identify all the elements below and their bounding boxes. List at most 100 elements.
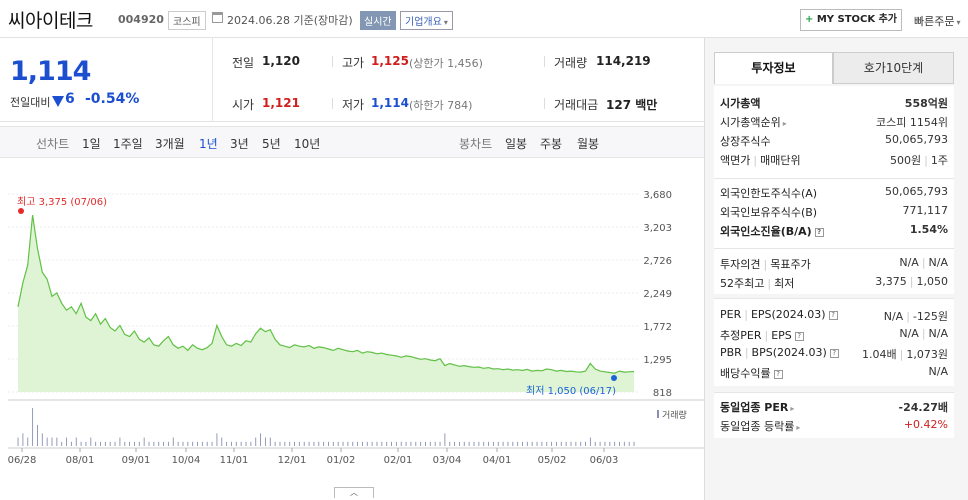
volume-bar: [458, 441, 460, 446]
w52-high-value: 3,375: [875, 275, 907, 288]
volume-bar: [51, 437, 53, 446]
tab-10y[interactable]: 10년: [294, 137, 321, 151]
prev-close-label: 전일: [232, 56, 255, 70]
dividend-label: 배당수익률: [720, 367, 771, 380]
change-label: 전일대비: [10, 96, 51, 109]
stock-name: 씨아이테크: [8, 10, 93, 32]
x-tick-label: 06/28: [8, 455, 37, 466]
x-tick-label: 04/01: [483, 455, 512, 466]
volume-bar: [289, 441, 291, 446]
help-icon[interactable]: ?: [828, 310, 838, 320]
chevron-right-icon: ▸: [782, 119, 787, 128]
tab-monthly[interactable]: 월봉: [577, 137, 600, 151]
industry-chg-row: 동일업종 등락률 ▸ +0.42%: [720, 418, 948, 436]
volume-bar: [192, 441, 194, 446]
volume-bar: [449, 441, 451, 446]
help-icon[interactable]: ?: [829, 348, 839, 358]
volume-bar: [75, 437, 77, 446]
volume-bar: [512, 441, 514, 446]
add-mystock-label: MY STOCK 추가: [816, 14, 898, 25]
volume-bar: [279, 441, 281, 446]
tab-1w[interactable]: 1주일: [113, 137, 143, 151]
w52-low-value: 1,050: [916, 275, 949, 288]
volume-bar: [522, 441, 523, 446]
volume-bar: [541, 441, 543, 446]
quick-order-button[interactable]: 빠른주문 ▾: [914, 13, 961, 29]
chevron-right-icon: ▸: [796, 423, 801, 432]
volume-bar: [138, 441, 140, 446]
volume-bar: [124, 441, 126, 446]
est-per-value: N/A: [899, 327, 919, 340]
opinion-card: [714, 248, 954, 294]
market-cap-row: 시가총액 558억원: [720, 95, 948, 113]
tab-weekly[interactable]: 주봉: [540, 137, 563, 151]
bps-label: BPS(2024.03): [751, 346, 827, 359]
volume-bar: [531, 441, 533, 446]
divider: [544, 98, 545, 109]
chevron-down-icon: ▾: [956, 18, 961, 27]
volume-bar: [95, 441, 97, 446]
upper-limit: (상한가 1,456): [409, 57, 483, 70]
volume-label: 거래량: [554, 56, 588, 70]
volume-bar: [589, 437, 591, 446]
tab-orderbook[interactable]: 호가10단계: [833, 52, 954, 84]
industry-chg-label[interactable]: 동일업종 등락률: [720, 420, 795, 433]
volume-bar: [260, 433, 262, 446]
industry-card: [714, 392, 954, 438]
volume-bar: [269, 437, 271, 446]
tab-1d[interactable]: 1일: [82, 137, 101, 151]
volume-bar: [167, 441, 169, 446]
corp-info-dropdown[interactable]: 기업개요 ▾: [400, 11, 453, 30]
help-icon[interactable]: ?: [814, 227, 824, 237]
tab-1y[interactable]: 1년: [199, 137, 218, 151]
volume-bar: [153, 441, 155, 446]
add-mystock-button[interactable]: + MY STOCK 추가: [800, 9, 902, 31]
opinion-value: N/A: [899, 256, 919, 269]
foreign-card: [714, 178, 954, 248]
industry-per-value: -24.27배: [898, 401, 948, 414]
chevron-up-icon: ︿: [350, 488, 358, 497]
industry-per-row: 동일업종 PER ▸ -24.27배: [720, 399, 948, 417]
volume-bar: [619, 441, 620, 446]
w52-high-label: 52주최고: [720, 277, 765, 290]
volume-bar: [526, 441, 528, 446]
industry-per-label[interactable]: 동일업종 PER: [720, 401, 789, 414]
volume-bar: [497, 441, 499, 446]
price-summary: [0, 38, 704, 122]
volume-value: 114,219: [596, 54, 651, 68]
volume-bar: [580, 441, 582, 446]
foreign-limit-row: 외국인한도주식수(A) 50,065,793: [720, 185, 948, 203]
volume-bar: [298, 441, 300, 446]
tab-3y[interactable]: 3년: [230, 137, 249, 151]
lower-limit: (하한가 784): [409, 99, 473, 112]
est-per-label: 추정PER: [720, 329, 762, 342]
foreign-ratio-value: 1.54%: [909, 223, 948, 236]
rank-label[interactable]: 시가총액순위: [720, 116, 781, 129]
corp-info-label: 기업개요: [405, 17, 442, 28]
tab-5y[interactable]: 5년: [262, 137, 281, 151]
volume-bar: [66, 437, 68, 446]
tab-3m[interactable]: 3개월: [155, 137, 185, 151]
tab-daily[interactable]: 일봉: [505, 137, 528, 151]
x-tick-label: 10/04: [172, 455, 201, 466]
volume-bar: [425, 441, 426, 446]
market-cap-value: 558억원: [904, 97, 948, 110]
volume-bar: [381, 441, 383, 446]
volume-bar: [284, 441, 286, 446]
help-icon[interactable]: ?: [773, 369, 783, 379]
x-tick-label: 01/02: [327, 455, 356, 466]
volume-bar: [454, 441, 456, 446]
collapse-chart-button[interactable]: ︿: [334, 487, 374, 498]
volume-bar: [323, 441, 325, 446]
price-change-pct: -0.54%: [85, 91, 140, 107]
volume-bar: [609, 441, 611, 446]
down-triangle-icon: [52, 96, 64, 107]
volume-bar: [148, 441, 150, 446]
volume-bar: [420, 441, 422, 446]
volume-bar: [434, 441, 436, 446]
foreign-limit-label: 외국인한도주식수(A): [720, 187, 818, 200]
realtime-button[interactable]: 실시간: [360, 11, 396, 30]
help-icon[interactable]: ?: [794, 331, 804, 341]
tab-invest-info[interactable]: 투자정보: [714, 52, 833, 84]
chevron-right-icon: ▸: [790, 404, 795, 413]
